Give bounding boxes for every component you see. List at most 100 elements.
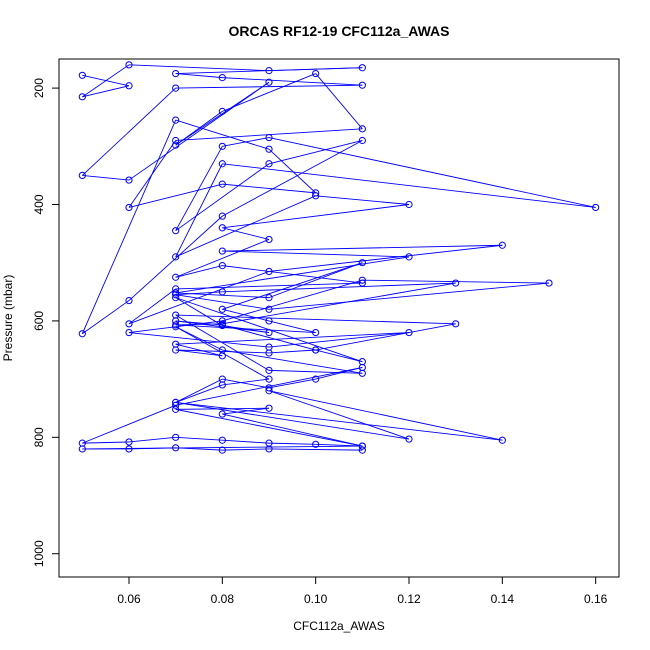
data-point — [172, 294, 180, 302]
data-point — [172, 136, 180, 145]
data-point — [218, 375, 226, 383]
data-point — [265, 317, 273, 325]
series-segment — [222, 204, 410, 229]
data-point — [172, 291, 180, 299]
data-point — [405, 328, 413, 337]
series-segment — [315, 73, 363, 130]
data-point — [125, 61, 133, 69]
series-segment — [222, 324, 316, 351]
data-point — [172, 311, 180, 319]
series-segment — [175, 163, 223, 258]
data-point — [218, 160, 226, 168]
series-segment — [222, 349, 363, 374]
data-point — [78, 93, 86, 101]
data-points — [78, 61, 600, 454]
series-segment — [222, 378, 270, 386]
data-point — [172, 401, 180, 409]
data-point — [125, 82, 133, 90]
data-point — [78, 71, 86, 79]
x-tick-label: 0.06 — [117, 592, 141, 606]
data-point — [125, 320, 133, 328]
data-point — [358, 446, 366, 454]
series-segment — [128, 64, 270, 72]
series-segment — [175, 447, 223, 451]
series-segment — [222, 77, 363, 86]
series-segment — [175, 291, 223, 296]
data-point — [78, 330, 86, 338]
data-point — [265, 445, 273, 453]
series-segment — [268, 137, 596, 208]
series-segment — [222, 282, 456, 325]
series-segment — [82, 404, 176, 444]
data-point — [125, 328, 133, 337]
data-point — [218, 446, 226, 454]
series-segment — [222, 227, 270, 240]
series-segment — [175, 297, 223, 326]
series-segment — [175, 349, 270, 354]
series-segment — [82, 300, 130, 335]
data-point — [452, 279, 460, 287]
data-point — [172, 253, 180, 261]
series-segment — [362, 279, 550, 284]
series-segment — [82, 174, 130, 181]
data-point — [358, 442, 366, 450]
series-segment — [222, 262, 363, 310]
data-point — [125, 445, 133, 453]
data-point — [265, 349, 273, 357]
series-segment — [268, 244, 503, 272]
series-segment — [268, 442, 316, 445]
series-segment — [175, 163, 270, 232]
series-segment — [175, 314, 270, 371]
data-point — [172, 141, 180, 149]
data-point — [172, 444, 180, 452]
x-tick-label: 0.12 — [397, 592, 421, 606]
data-point — [218, 288, 226, 296]
data-point — [218, 436, 226, 444]
data-point — [265, 404, 273, 412]
y-tick-label: 200 — [32, 78, 46, 98]
x-tick-label: 0.16 — [584, 592, 608, 606]
plot-frame — [58, 58, 620, 578]
series-segment — [268, 369, 363, 374]
data-point — [405, 200, 413, 209]
series-segment — [268, 332, 410, 348]
data-point — [172, 84, 180, 92]
series-segment — [222, 73, 316, 112]
series-segment — [128, 447, 176, 450]
data-point — [218, 142, 226, 150]
series-segment — [175, 81, 270, 146]
series-segment — [222, 163, 596, 208]
series-segment — [128, 436, 176, 443]
chart-title: ORCAS RF12-19 CFC112a_AWAS — [229, 23, 450, 39]
data-point — [125, 438, 133, 446]
data-point — [265, 133, 273, 142]
x-tick-label: 0.10 — [304, 592, 328, 606]
data-point — [358, 136, 366, 145]
data-point — [312, 375, 320, 383]
y-tick-label: 600 — [32, 311, 46, 331]
series-segment — [222, 282, 456, 293]
data-point — [265, 67, 273, 75]
data-point — [218, 410, 226, 418]
y-tick-label: 800 — [32, 427, 46, 447]
data-point — [125, 296, 133, 305]
series-segment — [222, 137, 270, 147]
data-point — [265, 235, 273, 244]
series-segment — [175, 407, 270, 410]
series-segment — [175, 384, 223, 403]
data-point — [172, 116, 180, 124]
series-segment — [175, 367, 363, 406]
series-segment — [268, 148, 316, 194]
data-point — [172, 433, 180, 441]
data-point — [125, 176, 133, 184]
data-point — [78, 445, 86, 453]
series-segment — [81, 119, 177, 334]
series-segment — [222, 244, 503, 252]
series-segment — [82, 85, 130, 98]
series-segment — [268, 140, 363, 165]
data-point — [172, 346, 180, 354]
data-point — [265, 305, 273, 313]
series-segment — [175, 146, 223, 231]
data-point — [265, 384, 273, 392]
series-segment — [175, 408, 363, 447]
